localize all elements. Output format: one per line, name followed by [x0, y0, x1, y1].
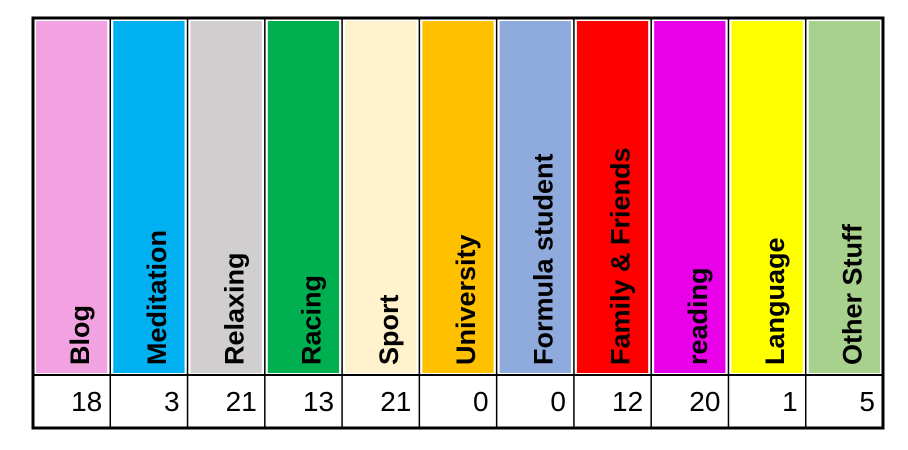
cells: Blog 18 Meditation 3 Relaxing 21 Racing 13 Sport…: [36, 18, 880, 428]
cell-value: 0: [473, 386, 489, 417]
cell-value: 20: [689, 386, 720, 417]
header-label: Language: [760, 237, 790, 365]
header-label: University: [451, 234, 481, 365]
cell-value: 18: [71, 386, 102, 417]
header-label: Racing: [297, 275, 327, 365]
header-label: Blog: [65, 305, 95, 365]
header-cell: [113, 21, 185, 373]
cell-value: 21: [226, 386, 257, 417]
header-label: reading: [683, 267, 713, 365]
cell-value: 1: [782, 386, 798, 417]
cell-value: 5: [859, 386, 875, 417]
header-label: Other Stuff: [837, 223, 867, 365]
header-cell: [267, 21, 340, 373]
header-cell: [808, 21, 880, 373]
header-cell: [731, 21, 803, 373]
header-cell: [654, 21, 726, 373]
header-cell: [422, 21, 494, 373]
outer-border: [31, 16, 885, 430]
header-cell: [36, 21, 108, 373]
cell-value: 13: [303, 386, 334, 417]
header-cell: [499, 21, 571, 373]
cell-value: 21: [380, 386, 411, 417]
header-label: Family & Friends: [606, 147, 636, 365]
cell-value: 3: [164, 386, 180, 417]
header-label: Formula student: [528, 153, 558, 365]
header-label: Relaxing: [219, 252, 249, 365]
header-cell: [345, 21, 417, 373]
cell-value: 0: [550, 386, 566, 417]
header-cell: [576, 21, 649, 373]
header-cell: [190, 21, 262, 373]
header-label: Meditation: [142, 230, 172, 365]
cell-value: 12: [612, 386, 643, 417]
header-label: Sport: [374, 294, 404, 365]
